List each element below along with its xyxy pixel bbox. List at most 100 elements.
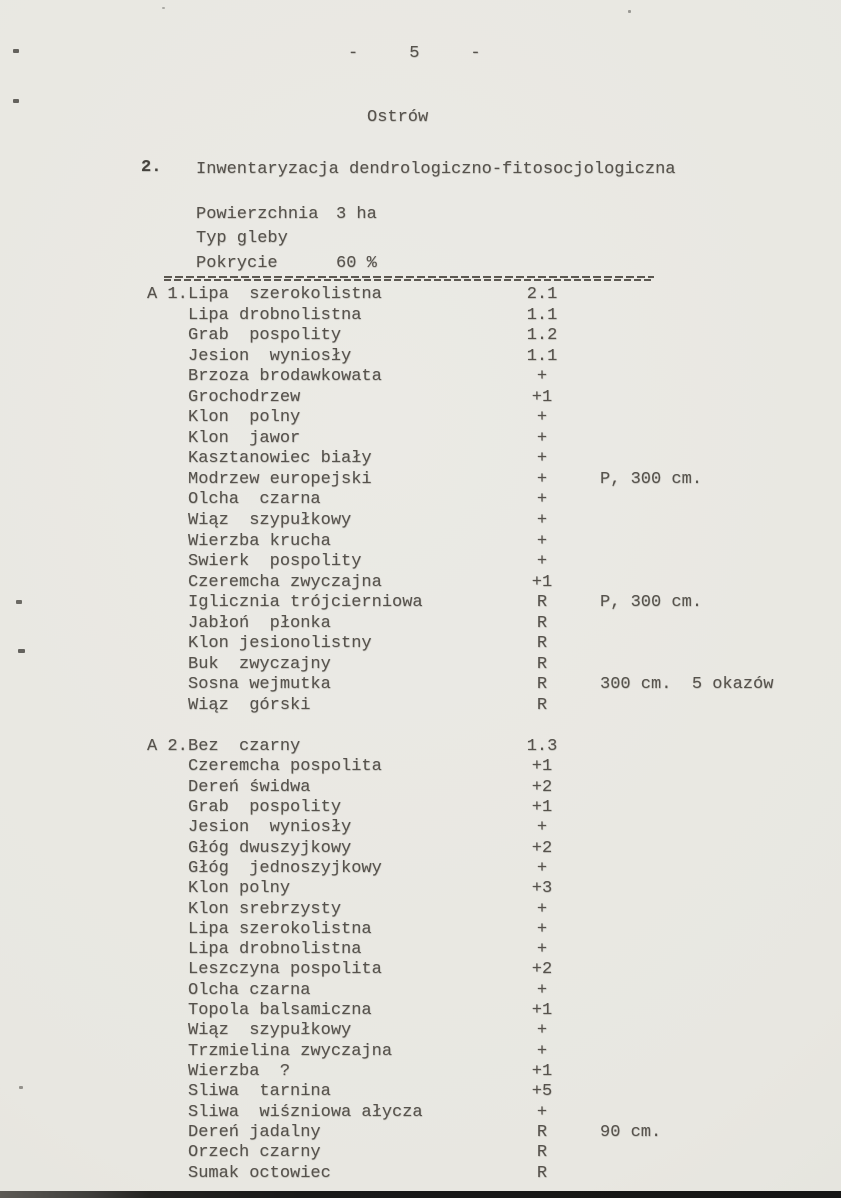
inventory-row: Dereń świdwa +2 bbox=[188, 778, 808, 798]
scan-speck bbox=[628, 10, 631, 13]
inventory-row: Klon polny +3 bbox=[188, 879, 808, 899]
abundance-value: + bbox=[536, 858, 548, 878]
abundance-value: 2.1 bbox=[526, 285, 558, 304]
inventory-row: Topola balsamiczna +1 bbox=[188, 1001, 808, 1021]
abundance-value: +2 bbox=[531, 960, 553, 980]
inventory-row: Sliwa tarnina +5 bbox=[188, 1082, 808, 1102]
species-name: Głóg jednoszyjkowy bbox=[188, 858, 382, 878]
abundance-value: + bbox=[536, 490, 548, 510]
species-name: Olcha czarna bbox=[188, 980, 311, 1000]
abundance-value: +2 bbox=[531, 838, 553, 858]
inventory-row: Klon polny + bbox=[188, 408, 808, 429]
page-number: - 5 - bbox=[348, 44, 481, 63]
species-name: Orzech czarny bbox=[188, 1143, 321, 1163]
abundance-value: + bbox=[536, 1021, 548, 1041]
species-name: Wiąz górski bbox=[188, 695, 311, 715]
abundance-value: + bbox=[536, 531, 548, 551]
metadata-line: Typ gleby bbox=[196, 227, 377, 251]
species-name: Grab pospolity bbox=[188, 326, 342, 346]
inventory-row: Modrzew europejski + P, 300 cm. bbox=[188, 470, 808, 491]
inventory-row: Olcha czarna + bbox=[188, 981, 808, 1001]
abundance-value: + bbox=[536, 1102, 548, 1122]
species-name: Wiąz szypułkowy bbox=[188, 1021, 352, 1041]
species-name: Wierzba ? bbox=[188, 1062, 291, 1081]
species-name: Lipa szerokolistna bbox=[188, 919, 372, 939]
inventory-row: Wiąz szypułkowy + bbox=[188, 1021, 808, 1041]
scan-speck bbox=[18, 649, 25, 653]
species-name: Buk zwyczajny bbox=[188, 654, 331, 674]
species-name: Grochodrzew bbox=[188, 387, 301, 407]
abundance-value: + bbox=[536, 940, 548, 960]
metadata-line: Pokrycie 60 % bbox=[196, 252, 377, 276]
inventory-row: Jesion wyniosły + bbox=[188, 818, 808, 838]
abundance-value: + bbox=[536, 449, 548, 469]
metadata-line: Powierzchnia 3 ha bbox=[196, 203, 377, 227]
metadata-label: Powierzchnia bbox=[196, 205, 319, 224]
species-name: Sosna wejmutka bbox=[188, 675, 331, 695]
inventory-row: Dereń jadalny R 90 cm. bbox=[188, 1123, 808, 1143]
species-name: Klon polny bbox=[188, 879, 291, 899]
species-name: Klon srebrzysty bbox=[188, 899, 342, 919]
note: 90 cm. bbox=[600, 1122, 662, 1142]
species-name: Głóg dwuszyjkowy bbox=[188, 838, 352, 858]
inventory-row: Kasztanowiec biały + bbox=[188, 449, 808, 470]
species-name: Lipa drobnolistna bbox=[188, 940, 362, 960]
inventory-row: Wiąz szypułkowy + bbox=[188, 511, 808, 532]
species-name: Dereń świdwa bbox=[188, 777, 311, 797]
species-name: Klon jesionolistny bbox=[188, 634, 372, 654]
abundance-value: R bbox=[536, 695, 548, 715]
abundance-value: R bbox=[536, 1122, 548, 1142]
species-name: Lipa szerokolistna bbox=[188, 285, 382, 304]
species-name: Sliwa tarnina bbox=[188, 1082, 331, 1102]
scan-speck bbox=[19, 1086, 23, 1089]
layer-group-a1: A 1. Lipa szerokolistna 2.1 Lipa drobnolist… bbox=[147, 285, 808, 716]
inventory-row: Wierzba ? +1 bbox=[188, 1062, 808, 1082]
scan-edge-band bbox=[0, 1191, 841, 1198]
inventory-row: Klon srebrzysty + bbox=[188, 900, 808, 920]
scan-speck bbox=[16, 600, 22, 604]
inventory-row: Grab pospolity +1 bbox=[188, 798, 808, 818]
abundance-value: + bbox=[536, 1041, 548, 1061]
species-name: Czeremcha zwyczajna bbox=[188, 572, 382, 592]
abundance-value: + bbox=[536, 818, 548, 838]
metadata-label: Pokrycie bbox=[196, 253, 278, 273]
section-heading: Inwentaryzacja dendrologiczno-fitosocjol… bbox=[196, 160, 676, 179]
inventory-row: Czeremcha pospolita +1 bbox=[188, 757, 808, 777]
inventory-row: Lipa drobnolistna 1.1 bbox=[188, 306, 808, 327]
abundance-value: + bbox=[536, 428, 548, 448]
inventory-row: Leszczyna pospolita +2 bbox=[188, 960, 808, 980]
group-prefix: A 2. bbox=[147, 737, 188, 756]
inventory-row: Lipa drobnolistna + bbox=[188, 940, 808, 960]
inventory-row: Orzech czarny R bbox=[188, 1143, 808, 1163]
species-name: Trzmielina zwyczajna bbox=[188, 1041, 393, 1061]
inventory-row: Klon jesionolistny R bbox=[188, 634, 808, 655]
abundance-value: +5 bbox=[531, 1082, 553, 1102]
inventory-row: Sosna wejmutka R 300 cm. 5 okazów bbox=[188, 675, 808, 696]
abundance-value: 1.1 bbox=[526, 346, 558, 366]
abundance-value: + bbox=[536, 469, 548, 489]
abundance-value: +1 bbox=[531, 757, 553, 777]
abundance-value: + bbox=[536, 552, 548, 572]
note: P, 300 cm. bbox=[600, 469, 703, 489]
inventory-row: Brzoza brodawkowata + bbox=[188, 367, 808, 388]
abundance-value: 1.1 bbox=[526, 305, 558, 325]
species-name: Modrzew europejski bbox=[188, 469, 372, 489]
species-name: Wiąz szypułkowy bbox=[188, 511, 352, 531]
species-name: Olcha czarna bbox=[188, 490, 321, 510]
species-name: Czeremcha pospolita bbox=[188, 757, 382, 777]
abundance-value: + bbox=[536, 899, 548, 919]
inventory-row: Lipa szerokolistna + bbox=[188, 920, 808, 940]
metadata-value: 60 % bbox=[336, 253, 377, 273]
abundance-value: +1 bbox=[531, 572, 553, 592]
species-name: Topola balsamiczna bbox=[188, 1001, 372, 1021]
inventory-row: Sumak octowiec R bbox=[188, 1164, 808, 1184]
document-title: Ostrów bbox=[367, 108, 429, 127]
inventory-row: Jesion wyniosły 1.1 bbox=[188, 347, 808, 368]
species-name: Swierk pospolity bbox=[188, 552, 362, 572]
inventory-row: Jabłoń płonka R bbox=[188, 614, 808, 635]
abundance-value: R bbox=[536, 1163, 548, 1183]
inventory-row: Głóg dwuszyjkowy +2 bbox=[188, 839, 808, 859]
layer-group-a2: A 2. Bez czarny 1.3 Czeremcha pospolita +1 De… bbox=[147, 737, 808, 1184]
inventory-row: Sliwa wiśzniowa ałycza + bbox=[188, 1103, 808, 1123]
